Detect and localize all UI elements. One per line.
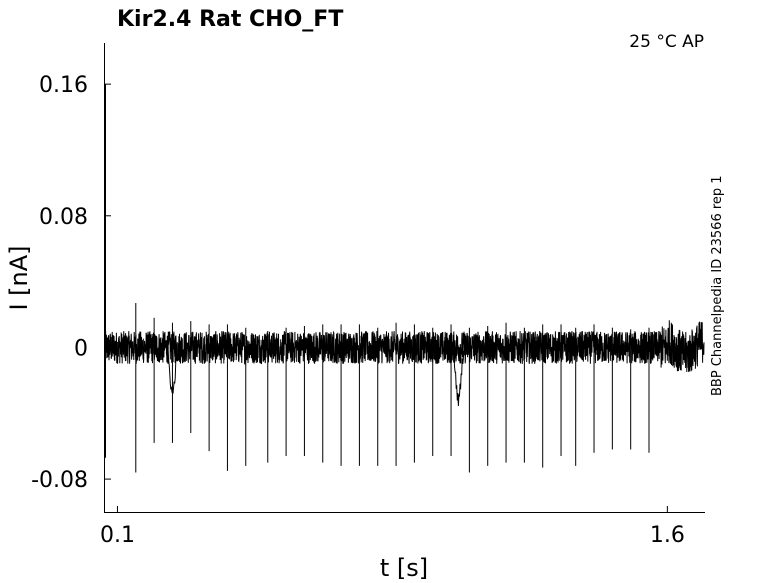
dip-series — [165, 343, 466, 407]
y-tick-label: 0 — [74, 336, 88, 361]
y-tick-label: 0.08 — [39, 205, 88, 230]
x-tick-label: 1.6 — [650, 523, 685, 548]
y-axis-label: I [nA] — [5, 245, 33, 310]
condition-label: 25 °C AP — [629, 32, 704, 52]
noise-trace — [104, 320, 705, 373]
side-label: BBP Channelpedia ID 23566 rep 1 — [710, 175, 725, 396]
y-tick-label: 0.16 — [39, 73, 88, 98]
dip-mark — [451, 343, 466, 407]
dip-mark — [165, 343, 180, 394]
chart-title: Kir2.4 Rat CHO_FT — [117, 7, 343, 32]
spike-series — [135, 303, 650, 473]
x-tick-label: 0.1 — [100, 523, 135, 548]
x-ticks: 0.1 1.6 — [100, 506, 685, 548]
y-ticks: -0.08 0 0.08 0.16 — [31, 73, 111, 493]
x-axis-label: t [s] — [380, 554, 428, 582]
y-tick-label: -0.08 — [31, 468, 88, 493]
plot-area — [104, 84, 705, 473]
